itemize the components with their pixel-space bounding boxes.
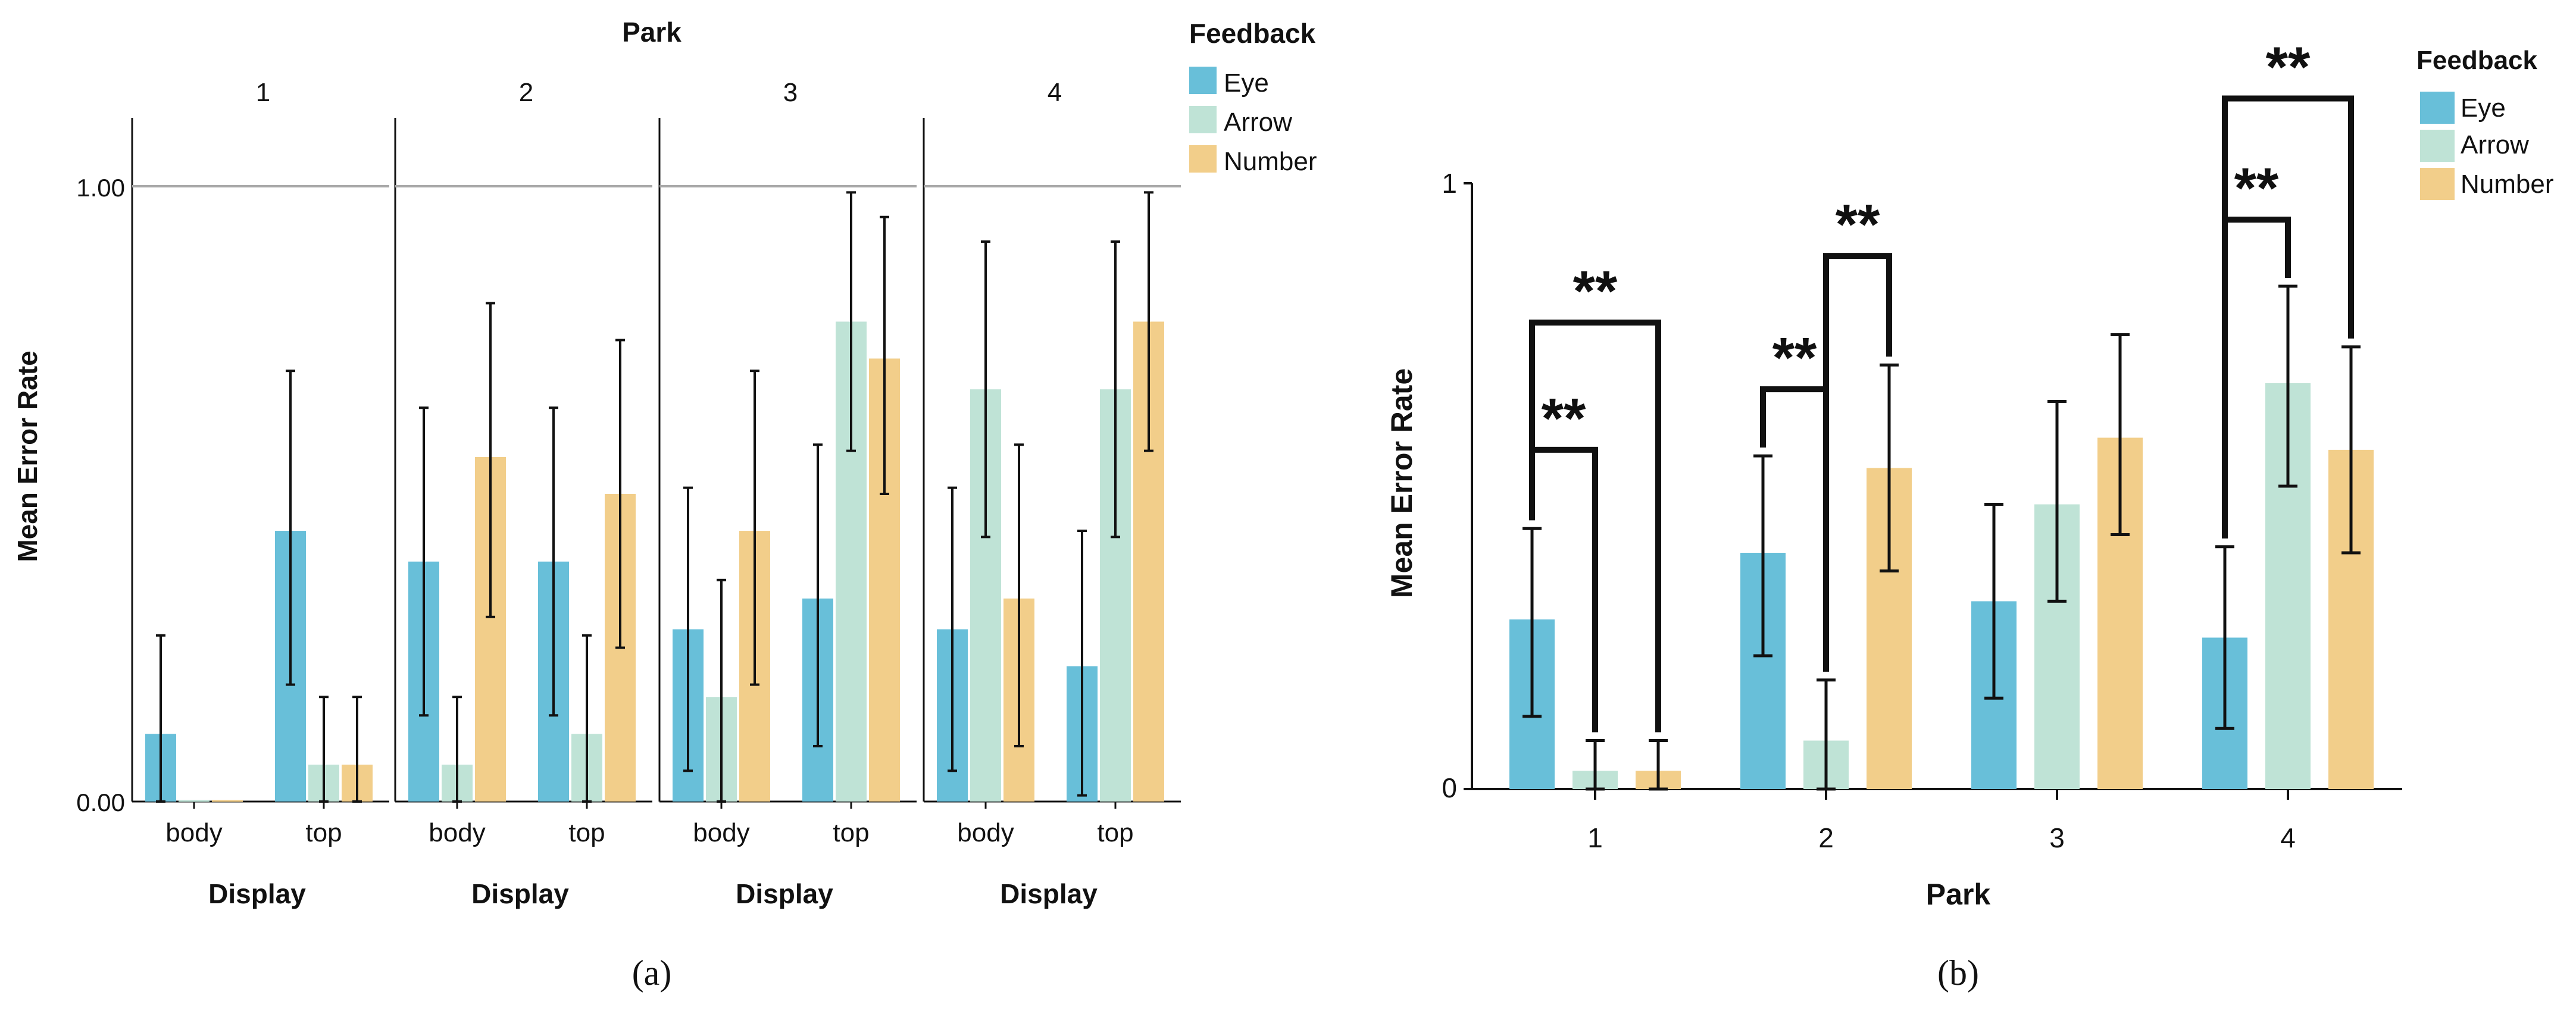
significance-label-4: **	[1836, 193, 1880, 256]
facet-title: Park	[622, 17, 681, 48]
legend-title-a: Feedback	[1189, 18, 1316, 49]
legend-b: Feedback Eye Arrow Number	[2416, 46, 2554, 200]
xtick-label-b-4: 4	[2280, 822, 2296, 853]
caption-a: (a)	[632, 953, 672, 993]
ytick-label-a-1: 1.00	[76, 174, 125, 202]
facet-label-1: 1	[256, 78, 270, 107]
significance-label-3: **	[1772, 326, 1817, 390]
xtick-label-a-p3-body: body	[693, 818, 749, 847]
significance-label-2: **	[1573, 259, 1618, 323]
legend-swatch-eye-a	[1189, 67, 1217, 94]
caption-b: (b)	[1937, 953, 1979, 993]
legend-label-number-a: Number	[1224, 147, 1317, 176]
xtick-label-b-2: 2	[1818, 822, 1834, 853]
ytick-label-b-1: 1	[1442, 168, 1457, 199]
significance-bracket-4	[1823, 253, 1892, 672]
legend-title-b: Feedback	[2416, 46, 2538, 75]
legend-swatch-eye-b	[2420, 92, 2455, 124]
legend-swatch-number-b	[2420, 168, 2455, 200]
xtick-label-a-p4-body: body	[957, 818, 1014, 847]
legend-label-arrow-b: Arrow	[2461, 130, 2529, 159]
facet-label-2: 2	[519, 78, 533, 107]
legend-label-eye-a: Eye	[1224, 68, 1269, 98]
xtick-label-a-p2-body: body	[429, 818, 485, 847]
xtick-label-a-p3-top: top	[833, 818, 869, 847]
significance-bracket-6	[2222, 95, 2354, 539]
y-axis-label-a: Mean Error Rate	[12, 350, 43, 562]
legend-swatch-arrow-a	[1189, 106, 1217, 133]
xtick-label-a-p4-top: top	[1097, 818, 1133, 847]
x-axis-label-a-p2: Display	[471, 878, 569, 909]
legend-label-number-b: Number	[2461, 170, 2554, 199]
significance-label-6: **	[2266, 35, 2311, 99]
x-axis-label-a-p3: Display	[736, 878, 833, 909]
x-axis-label-b: Park	[1926, 878, 1991, 911]
ytick-label-b-0: 0	[1442, 772, 1457, 803]
chart-b-marks: 1 2 3 4 ** ** ** ** ** **	[1464, 35, 2402, 853]
xtick-label-b-1: 1	[1587, 822, 1603, 853]
facet-label-4: 4	[1048, 78, 1062, 107]
legend-swatch-number-a	[1189, 145, 1217, 173]
xtick-label-a-p1-body: body	[165, 818, 222, 847]
facet-label-3: 3	[783, 78, 798, 107]
legend-a: Feedback Eye Arrow Number	[1189, 18, 1317, 176]
x-axis-label-a-p1: Display	[208, 878, 306, 909]
ytick-label-a-0: 0.00	[76, 788, 125, 816]
significance-bracket-2	[1529, 320, 1661, 733]
xtick-label-a-p1-top: top	[305, 818, 342, 847]
legend-label-eye-b: Eye	[2461, 93, 2506, 123]
legend-swatch-arrow-b	[2420, 130, 2455, 162]
significance-label-1: **	[1542, 387, 1586, 450]
xtick-label-b-3: 3	[2049, 822, 2065, 853]
legend-label-arrow-a: Arrow	[1224, 108, 1292, 137]
chart-a-marks: 1 body top Display 2 body top Display 3 body top Di…	[131, 78, 1181, 909]
significance-label-5: **	[2234, 156, 2279, 220]
y-axis-label-b: Mean Error Rate	[1385, 368, 1418, 598]
xtick-label-a-p2-top: top	[568, 818, 605, 847]
x-axis-label-a-p4: Display	[1000, 878, 1098, 909]
